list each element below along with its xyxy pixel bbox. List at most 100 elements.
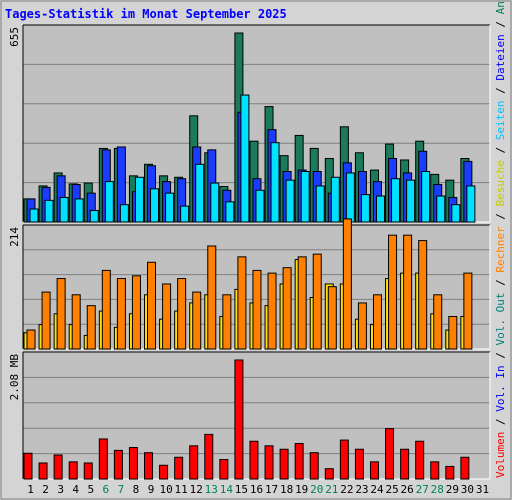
bar-rechner-day-28: [433, 294, 443, 350]
bar-volumen-day-18: [279, 448, 289, 480]
bar-volumen-day-1: [23, 452, 33, 480]
bar-seiten-day-18: [285, 179, 295, 223]
x-tick-label: 28: [431, 483, 444, 496]
bar-rechner-day-18: [282, 267, 292, 350]
bar-volumen-day-3: [53, 454, 63, 480]
x-tick-label: 14: [220, 483, 234, 496]
bar-rechner-day-4: [71, 294, 81, 350]
x-tick-label: 18: [280, 483, 293, 496]
bar-volumen-day-22: [339, 439, 349, 480]
bar-rechner-day-9: [147, 261, 157, 350]
bar-volumen-day-6: [98, 438, 108, 480]
bar-rechner-day-17: [267, 272, 277, 350]
bar-rechner-day-8: [131, 275, 141, 350]
bar-rechner-day-7: [116, 278, 126, 350]
bar-rechner-day-10: [162, 283, 172, 350]
bar-seiten-day-11: [180, 205, 190, 223]
bar-volumen-day-15: [234, 359, 244, 480]
bar-volumen-day-16: [249, 440, 259, 480]
bar-rechner-day-22: [342, 218, 352, 350]
y-max-label: 655: [8, 27, 21, 47]
x-tick-label: 5: [87, 483, 94, 496]
x-tick-label: 1: [27, 483, 34, 496]
bar-volumen-day-29: [445, 465, 455, 480]
x-tick-label: 15: [235, 483, 248, 496]
bar-seiten-day-25: [391, 178, 401, 223]
x-tick-label: 11: [175, 483, 188, 496]
bar-seiten-day-9: [150, 188, 160, 223]
bar-seiten-day-6: [104, 181, 114, 223]
bar-volumen-day-14: [219, 459, 229, 480]
bar-volumen-day-20: [309, 452, 319, 480]
x-tick-label: 9: [148, 483, 155, 496]
legend-entry: Vol. In: [494, 365, 507, 418]
x-tick-label: 16: [250, 483, 263, 496]
bar-seiten-day-28: [436, 195, 446, 223]
bar-volumen-day-21: [324, 468, 334, 480]
x-tick-label: 22: [340, 483, 353, 496]
x-tick-label: 17: [265, 483, 278, 496]
legend-entry: /: [494, 87, 507, 100]
bar-seiten-day-22: [345, 172, 355, 223]
legend-entry: Vol. Out: [494, 293, 507, 353]
bar-rechner-day-1: [26, 329, 36, 350]
bar-seiten-day-23: [360, 194, 370, 223]
x-tick-label: 13: [205, 483, 218, 496]
bar-volumen-day-28: [430, 461, 440, 480]
bar-seiten-day-3: [59, 196, 69, 223]
x-tick-label: 31: [476, 483, 489, 496]
bar-volumen-day-30: [460, 456, 470, 480]
legend-entry: Dateien: [494, 34, 507, 87]
right-legend: Volumen / Vol. In / Vol. Out / Rechner /…: [494, 0, 507, 478]
bar-seiten-day-8: [134, 176, 144, 223]
bar-rechner-day-26: [403, 234, 413, 350]
bar-seiten-day-5: [89, 209, 99, 223]
bar-seiten-day-19: [300, 171, 310, 223]
bar-rechner-day-29: [448, 315, 458, 350]
legend-entry: Besuche: [494, 160, 507, 213]
bar-seiten-day-15: [240, 94, 250, 223]
bar-seiten-day-20: [315, 185, 325, 223]
bar-volumen-day-17: [264, 445, 274, 480]
bar-volumen-day-11: [174, 456, 184, 480]
bar-rechner-day-20: [312, 253, 322, 350]
bar-seiten-day-26: [406, 179, 416, 223]
bar-seiten-day-24: [375, 195, 385, 223]
bar-volumen-day-19: [294, 443, 304, 480]
bar-seiten-day-1: [29, 208, 39, 223]
bar-seiten-day-13: [210, 182, 220, 223]
x-tick-label: 29: [446, 483, 459, 496]
x-tick-label: 23: [355, 483, 368, 496]
bar-seiten-day-4: [74, 198, 84, 223]
y-max-label: 2.08 MB: [8, 354, 21, 401]
x-tick-label: 6: [103, 483, 110, 496]
x-tick-label: 26: [401, 483, 414, 496]
legend-entry: /: [494, 21, 507, 34]
bar-rechner-day-13: [207, 245, 217, 350]
bar-volumen-day-26: [400, 448, 410, 480]
bar-rechner-day-16: [252, 269, 262, 350]
legend-entry: Volumen: [494, 432, 507, 478]
bar-volumen-day-5: [83, 462, 93, 480]
bar-rechner-day-5: [86, 305, 96, 350]
bar-rechner-day-12: [192, 291, 202, 350]
bar-rechner-day-19: [297, 256, 307, 350]
bar-volumen-day-7: [113, 449, 123, 480]
bar-volumen-day-24: [369, 461, 379, 480]
bar-seiten-day-12: [195, 163, 205, 223]
legend-entry: /: [494, 213, 507, 226]
bar-seiten-day-29: [451, 204, 461, 223]
bar-seiten-day-2: [44, 199, 54, 223]
x-tick-label: 4: [72, 483, 79, 496]
bar-rechner-day-25: [388, 234, 398, 350]
bar-seiten-day-27: [421, 171, 431, 223]
y-max-label: 214: [8, 227, 21, 247]
x-tick-label: 7: [118, 483, 125, 496]
legend-entry: /: [494, 279, 507, 292]
bar-seiten-day-16: [255, 189, 265, 223]
bar-rechner-day-23: [357, 302, 367, 350]
bar-volumen-day-2: [38, 462, 48, 480]
